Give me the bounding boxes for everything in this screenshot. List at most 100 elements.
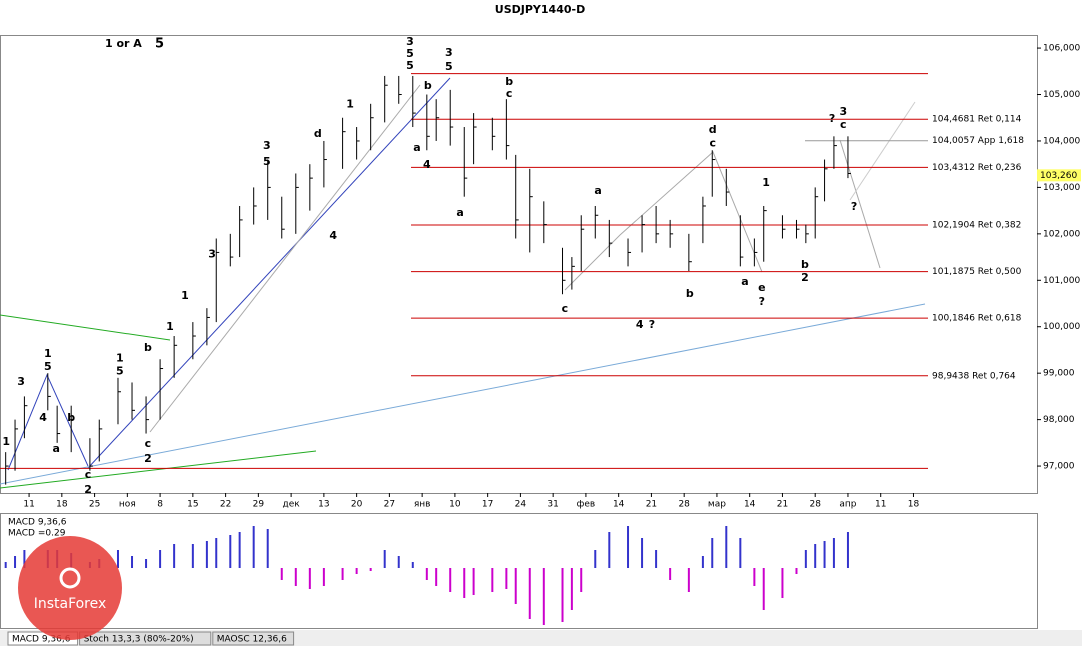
y-tick-label: 104,000 [1043, 136, 1080, 146]
wave-label: a [741, 275, 748, 288]
tab-label[interactable]: Stoch 13,3,3 (80%-20%) [84, 635, 194, 645]
wave-label: b [686, 287, 694, 300]
wave-label: 3 [17, 375, 25, 388]
x-tick-label: 18 [908, 500, 920, 510]
wave-label: 1 [181, 289, 189, 302]
wave-label: c [840, 118, 847, 131]
wave-label: 3 [263, 139, 271, 152]
wave-label: b [424, 79, 432, 92]
wave-label: 3 [406, 35, 414, 48]
x-tick-label: 14 [744, 500, 756, 510]
x-tick-label: 21 [777, 500, 788, 510]
trend-line [0, 314, 171, 341]
wave-line [564, 151, 763, 291]
indicator-frame [0, 513, 1038, 629]
wave-label: 4 [423, 158, 431, 171]
logo-icon [59, 567, 81, 589]
wave-label: c [145, 437, 152, 450]
x-tick-label: 22 [220, 500, 231, 510]
tab-label[interactable]: MAOSC 12,36,6 [217, 635, 287, 645]
last-price-box [1037, 169, 1081, 182]
logo: InstaForex [18, 536, 122, 640]
x-tick-label: 10 [449, 500, 461, 510]
y-tick-label: 97,000 [1043, 462, 1075, 472]
wave-label: c [709, 136, 716, 149]
x-tick-label: 28 [678, 500, 690, 510]
y-tick-label: 99,000 [1043, 369, 1075, 379]
tab-label[interactable]: MACD 9,36,6 [12, 635, 71, 645]
x-tick-label: фев [577, 500, 596, 510]
y-tick-label: 106,000 [1043, 44, 1080, 54]
x-tick-label: 11 [23, 500, 34, 510]
trend-line [87, 77, 451, 469]
level-label: 104,4681 Ret 0,114 [932, 115, 1022, 125]
level-label: 100,1846 Ret 0,618 [932, 314, 1022, 324]
y-tick-label: 100,000 [1043, 322, 1080, 332]
wave-label: b [801, 258, 809, 271]
wave-label: 5 [44, 360, 52, 373]
tab[interactable] [212, 631, 295, 646]
level-label: 103,4312 Ret 0,236 [932, 163, 1022, 173]
x-tick-label: 11 [875, 500, 886, 510]
wave-label: 5 [263, 155, 271, 168]
x-tick-label: 27 [384, 500, 395, 510]
wave-label: 3 [445, 46, 453, 59]
wave-label: e [758, 281, 765, 294]
y-tick-label: 102,000 [1043, 229, 1080, 239]
level-label: 98,9438 Ret 0,764 [932, 371, 1016, 381]
x-tick-label: 28 [809, 500, 821, 510]
x-tick-label: 20 [351, 500, 363, 510]
wave-label: ? [829, 112, 835, 125]
wave-label: a [594, 184, 601, 197]
x-tick-label: 18 [56, 500, 68, 510]
trend-line [149, 84, 421, 433]
wave-label: 5 [406, 47, 414, 60]
wave-label: 4 [636, 318, 644, 331]
x-tick-label: 15 [187, 500, 198, 510]
wave-label: 1 [346, 97, 354, 110]
wave-label: 2 [144, 452, 152, 465]
wave-label: a [52, 442, 59, 455]
wave-label: 2 [801, 271, 809, 284]
wave-label: c [506, 87, 513, 100]
wave-label: 1 [166, 320, 174, 333]
x-tick-label: 25 [89, 500, 100, 510]
wave-label: c [85, 468, 92, 481]
wave-label: 2 [84, 483, 92, 496]
wave-line [849, 101, 916, 201]
plot-frame [0, 35, 1038, 494]
x-tick-label: янв [414, 500, 431, 510]
wave-line [839, 139, 881, 269]
wave-label: a [456, 206, 463, 219]
wave-label: b [505, 75, 513, 88]
header-label: 5 [155, 37, 164, 52]
wave-label: 3 [839, 105, 847, 118]
wave-label: 1 [2, 435, 10, 448]
x-tick-label: 14 [613, 500, 625, 510]
logo-text: InstaForex [34, 596, 107, 612]
x-tick-label: 31 [547, 500, 558, 510]
x-tick-label: ноя [119, 500, 136, 510]
x-tick-label: дек [283, 500, 301, 510]
wave-label: 3 [208, 247, 216, 260]
wave-label: 4 [39, 411, 47, 424]
y-tick-label: 105,000 [1043, 90, 1080, 100]
trend-line [0, 450, 317, 489]
wave-label: b [67, 411, 75, 424]
wave-label: 4 [329, 229, 337, 242]
wave-label: 1 [116, 351, 124, 364]
wave-label: d [709, 123, 717, 136]
x-tick-label: 24 [515, 500, 527, 510]
wave-line [7, 373, 89, 471]
indicator-label: MACD 9,36,6 [8, 518, 67, 528]
wave-label: 5 [116, 364, 124, 377]
last-price-label: 103,260 [1040, 171, 1077, 181]
wave-label: 5 [445, 60, 453, 73]
wave-label: ? [851, 200, 857, 213]
wave-label: a [413, 141, 420, 154]
wave-label: 1 [44, 347, 52, 360]
x-tick-label: 8 [157, 500, 163, 510]
wave-label: 5 [406, 59, 414, 72]
